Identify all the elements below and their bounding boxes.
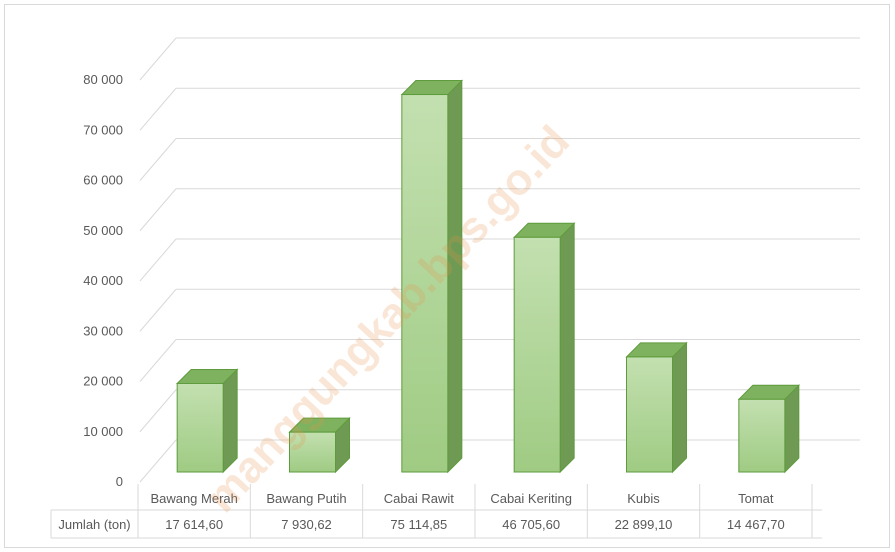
- y-tick-label: 20 000: [83, 374, 123, 389]
- bar-side: [672, 341, 687, 474]
- y-tick-label: 70 000: [83, 122, 123, 137]
- bar-front: [401, 94, 449, 473]
- bar: [400, 79, 464, 474]
- bar: [625, 341, 688, 474]
- gridline-diagonal: [139, 288, 177, 332]
- data-value-label: 46 705,60: [502, 517, 560, 532]
- data-value-label: 14 467,70: [727, 517, 785, 532]
- data-table: Bawang Merah Bawang Putih Cabai Rawit Cabai…: [50, 484, 822, 539]
- y-tick-label: 10 000: [83, 424, 123, 439]
- bar: [737, 384, 801, 474]
- bar-front: [176, 382, 224, 473]
- bar: [175, 368, 239, 474]
- bar-front: [289, 431, 336, 473]
- bar-front: [513, 236, 561, 473]
- bar-front: [626, 356, 673, 473]
- gridline-diagonal: [139, 238, 177, 282]
- data-value-label: 22 899,10: [615, 517, 673, 532]
- gridline-diagonal: [139, 138, 177, 181]
- x-category-label: Cabai Rawit: [384, 491, 454, 506]
- data-value-label: 17 614,60: [165, 517, 223, 532]
- y-tick-label: 0: [116, 474, 123, 489]
- bar-side: [784, 384, 800, 474]
- x-category-label: Cabai Keriting: [490, 491, 572, 506]
- x-category-label: Kubis: [627, 491, 660, 506]
- y-tick-label: 40 000: [83, 273, 123, 288]
- bar: [512, 222, 576, 474]
- gridline-diagonal: [139, 87, 177, 131]
- x-category-label: Tomat: [738, 491, 774, 506]
- bars: [175, 79, 801, 474]
- gridline-diagonal: [139, 439, 177, 483]
- chart-frame: [4, 4, 890, 548]
- bar-side: [559, 222, 575, 474]
- y-axis-ticks: 0 10 000 20 000 30 000 40 000 50 000 60 000 70 …: [83, 72, 123, 489]
- y-tick-label: 30 000: [83, 323, 123, 338]
- bar-front: [738, 398, 786, 473]
- y-tick-label: 50 000: [83, 223, 123, 238]
- gridlines: [139, 37, 860, 483]
- data-value-label: 75 114,85: [390, 517, 447, 532]
- gridline-diagonal: [139, 389, 177, 433]
- x-category-label: Bawang Putih: [266, 491, 346, 506]
- gridline-diagonal: [139, 37, 177, 81]
- gridline-diagonal: [139, 339, 177, 382]
- data-value-label: 7 930,62: [281, 517, 332, 532]
- x-category-label: Bawang Merah: [150, 491, 237, 506]
- y-tick-label: 80 000: [83, 72, 123, 87]
- gridline-diagonal: [139, 188, 177, 232]
- series-name-label: Jumlah (ton): [58, 517, 130, 532]
- bar: [288, 416, 351, 474]
- y-tick-label: 60 000: [83, 173, 123, 188]
